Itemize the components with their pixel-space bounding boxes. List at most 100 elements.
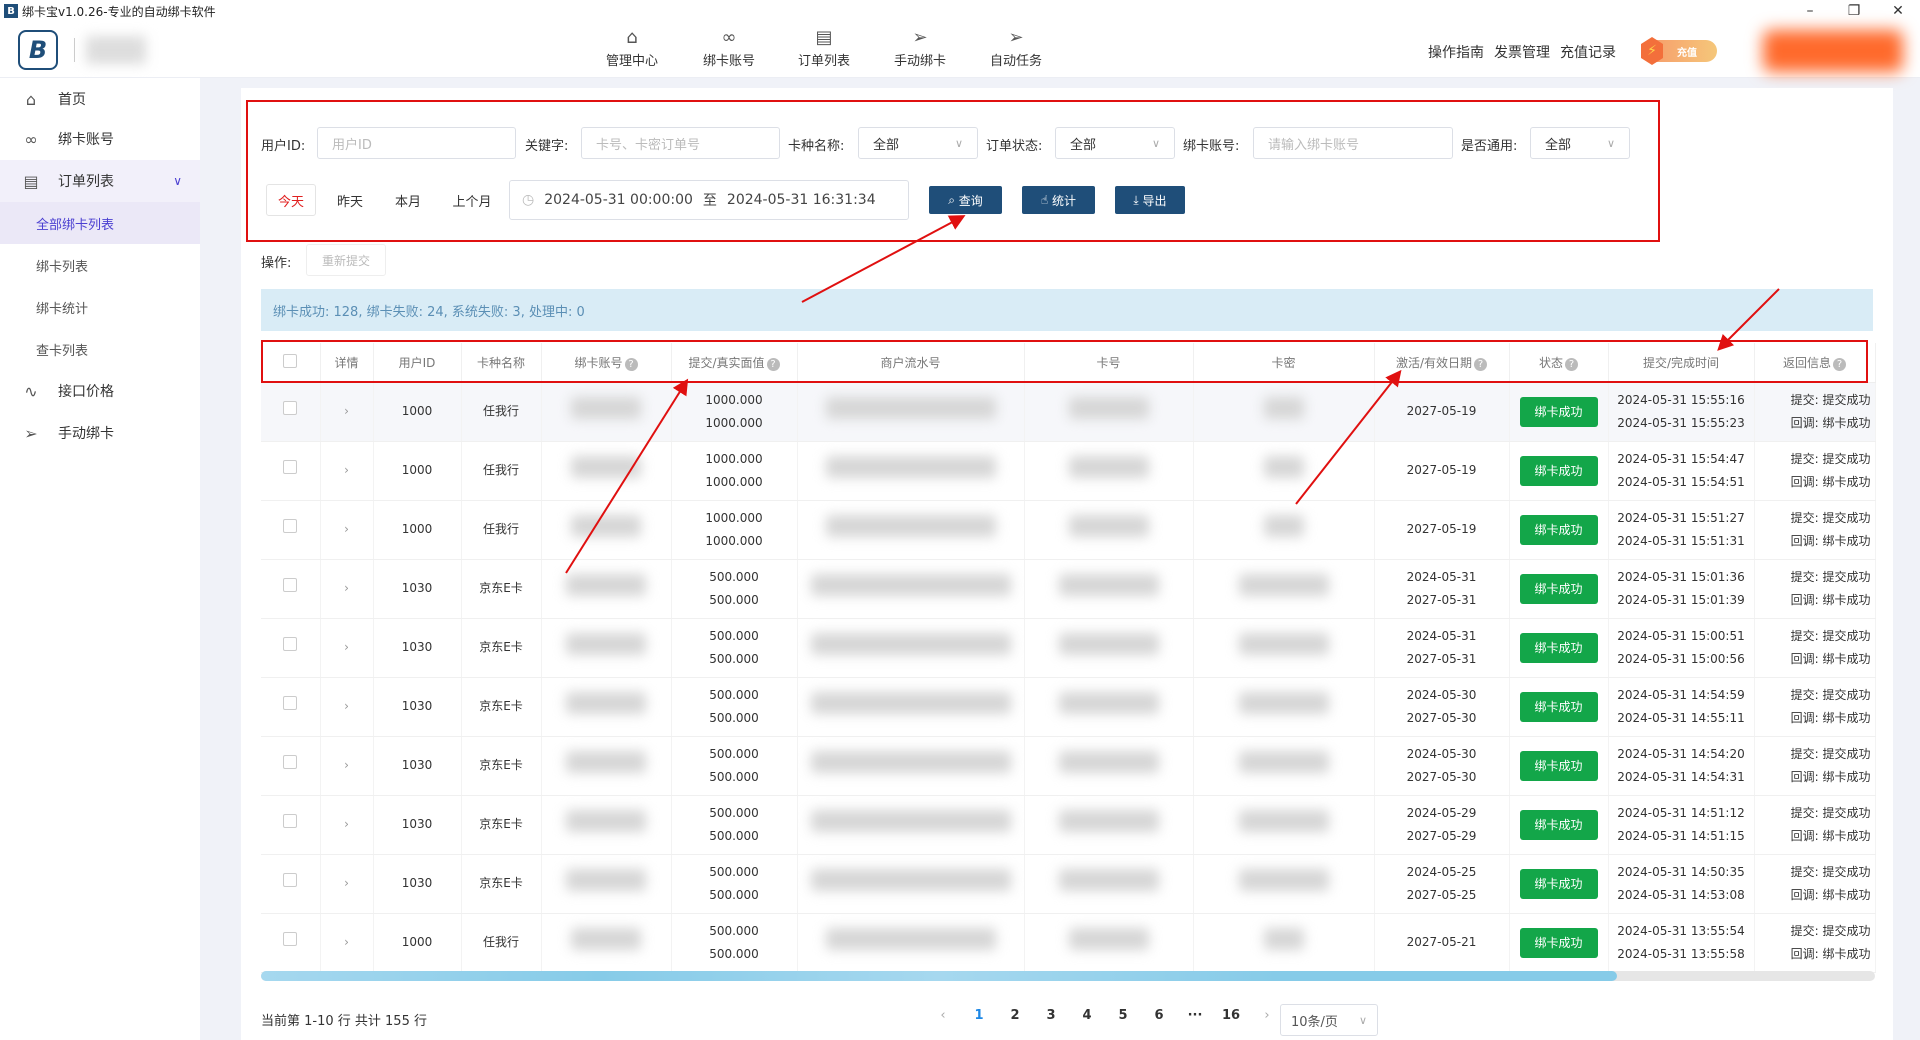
date-start[interactable]: 2024-05-31 00:00:00 bbox=[544, 192, 693, 208]
user-account-blurred[interactable] bbox=[1763, 30, 1903, 72]
topnav-item[interactable]: ➢ 手动绑卡 bbox=[880, 26, 960, 69]
sidebar-item[interactable]: ▤ 订单列表 ∨ bbox=[0, 160, 200, 202]
expand-chevron-icon[interactable]: › bbox=[320, 382, 374, 442]
sidebar-item[interactable]: ∿ 接口价格 bbox=[0, 370, 200, 412]
expand-chevron-icon[interactable]: › bbox=[320, 795, 374, 855]
row-checkbox[interactable] bbox=[283, 519, 298, 533]
help-icon[interactable]: ? bbox=[1565, 357, 1578, 371]
bind-account-input[interactable]: 请输入绑卡账号 bbox=[1253, 127, 1453, 159]
page-button[interactable]: 5 bbox=[1118, 1008, 1128, 1023]
link-recharge-records[interactable]: 充值记录 bbox=[1560, 45, 1616, 61]
topnav-item[interactable]: ▤ 订单列表 bbox=[784, 26, 864, 69]
help-icon[interactable]: ? bbox=[766, 357, 780, 371]
table-row[interactable]: › 1030 京东E卡 500.000 500.000 2024-05-31 202… bbox=[261, 618, 1876, 678]
user-id-input[interactable]: 用户ID bbox=[317, 127, 516, 159]
topnav-item[interactable]: ∞ 绑卡账号 bbox=[689, 26, 769, 69]
scrollbar-thumb[interactable] bbox=[261, 971, 1617, 981]
return-info-cell: 提交: 提交成功 回调: 绑卡成功 bbox=[1754, 618, 1876, 678]
chevron-down-icon: ∨ bbox=[173, 174, 182, 188]
horizontal-scrollbar[interactable] bbox=[261, 971, 1875, 981]
help-icon[interactable]: ? bbox=[1833, 357, 1846, 371]
quick-today[interactable]: 今天 bbox=[266, 184, 316, 216]
date-range-picker[interactable]: ◷ 2024-05-31 00:00:00 至 2024-05-31 16:31… bbox=[509, 180, 909, 220]
quick-yesterday[interactable]: 昨天 bbox=[336, 194, 363, 210]
topnav-label: 订单列表 bbox=[797, 54, 850, 69]
sidebar-item[interactable]: ➢ 手动绑卡 bbox=[0, 412, 200, 454]
table-row[interactable]: › 1000 任我行 1000.000 1000.000 2027-05-19 绑… bbox=[261, 382, 1876, 442]
table-row[interactable]: › 1000 任我行 1000.000 1000.000 2027-05-19 绑… bbox=[261, 441, 1876, 501]
table-row[interactable]: › 1030 京东E卡 500.000 500.000 2024-05-31 202… bbox=[261, 559, 1876, 619]
expand-chevron-icon[interactable]: › bbox=[320, 441, 374, 501]
real-value: 500.000 bbox=[709, 946, 759, 961]
expand-chevron-icon[interactable]: › bbox=[320, 854, 374, 914]
table-row[interactable]: › 1030 京东E卡 500.000 500.000 2024-05-29 202… bbox=[261, 795, 1876, 855]
sidebar-item[interactable]: ∞ 绑卡账号 bbox=[0, 118, 200, 160]
expand-chevron-icon[interactable]: › bbox=[320, 677, 374, 737]
expand-chevron-icon[interactable]: › bbox=[320, 618, 374, 678]
query-button[interactable]: ⌕ 查询 bbox=[929, 186, 1002, 214]
date-end[interactable]: 2024-05-31 16:31:34 bbox=[726, 192, 876, 208]
recharge-button[interactable]: ⚡ 充值 bbox=[1641, 37, 1717, 65]
row-checkbox[interactable] bbox=[283, 401, 298, 415]
row-checkbox[interactable] bbox=[283, 696, 298, 710]
sidebar-item[interactable]: ⌂ 首页 bbox=[0, 78, 200, 120]
topnav-item[interactable]: ➢ 自动任务 bbox=[976, 26, 1056, 69]
row-checkbox[interactable] bbox=[283, 755, 298, 769]
page-button[interactable]: 1 bbox=[974, 1008, 984, 1023]
row-checkbox[interactable] bbox=[283, 637, 298, 651]
stats-button[interactable]: ☝ 统计 bbox=[1022, 186, 1095, 214]
card-number-cell bbox=[1024, 382, 1194, 442]
is-general-select[interactable]: 全部 ∨ bbox=[1530, 127, 1630, 159]
table-row[interactable]: › 1000 任我行 1000.000 1000.000 2027-05-19 绑… bbox=[261, 500, 1876, 560]
page-button[interactable]: 4 bbox=[1082, 1008, 1092, 1023]
table-row[interactable]: › 1030 京东E卡 500.000 500.000 2024-05-30 202… bbox=[261, 677, 1876, 737]
keyword-input[interactable]: 卡号、卡密订单号 bbox=[581, 127, 780, 159]
order-status-select[interactable]: 全部 ∨ bbox=[1055, 127, 1175, 159]
table-row[interactable]: › 1000 任我行 500.000 500.000 2027-05-21 绑卡成… bbox=[261, 913, 1876, 973]
row-checkbox[interactable] bbox=[283, 814, 298, 828]
expand-chevron-icon[interactable]: › bbox=[320, 913, 374, 973]
next-page-icon[interactable]: › bbox=[1264, 1008, 1270, 1023]
date-value: 2024-05-25 bbox=[1406, 864, 1477, 879]
row-checkbox[interactable] bbox=[283, 578, 298, 592]
page-button[interactable]: ··· bbox=[1187, 1008, 1203, 1023]
expand-chevron-icon[interactable]: › bbox=[320, 559, 374, 619]
page-button[interactable]: 3 bbox=[1046, 1008, 1056, 1023]
expand-chevron-icon[interactable]: › bbox=[320, 500, 374, 560]
topnav-item[interactable]: ⌂ 管理中心 bbox=[592, 26, 672, 69]
logo[interactable]: B bbox=[18, 30, 58, 70]
select-all-checkbox[interactable] bbox=[283, 353, 298, 368]
row-checkbox[interactable] bbox=[283, 460, 298, 474]
sidebar-item[interactable]: 绑卡列表 bbox=[0, 244, 200, 286]
expand-chevron-icon[interactable]: › bbox=[320, 736, 374, 796]
table-row[interactable]: › 1030 京东E卡 500.000 500.000 2024-05-30 202… bbox=[261, 736, 1876, 796]
resubmit-button[interactable]: 重新提交 bbox=[306, 244, 386, 276]
redacted-value bbox=[1238, 868, 1329, 891]
sidebar-item[interactable]: 查卡列表 bbox=[0, 328, 200, 370]
status-badge: 绑卡成功 bbox=[1519, 691, 1598, 722]
quick-this-month[interactable]: 本月 bbox=[394, 194, 421, 210]
page-button[interactable]: 2 bbox=[1010, 1008, 1020, 1023]
row-checkbox[interactable] bbox=[283, 932, 298, 946]
row-checkbox[interactable] bbox=[283, 873, 298, 887]
prev-page-icon[interactable]: ‹ bbox=[940, 1008, 946, 1023]
sidebar-item[interactable]: 全部绑卡列表 bbox=[0, 202, 200, 244]
card-type-select[interactable]: 全部 ∨ bbox=[858, 127, 978, 159]
minimize-button[interactable]: – bbox=[1806, 3, 1814, 19]
link-invoice[interactable]: 发票管理 bbox=[1494, 45, 1550, 61]
sidebar-item[interactable]: 绑卡统计 bbox=[0, 286, 200, 328]
page-button[interactable]: 6 bbox=[1154, 1008, 1164, 1023]
table-row[interactable]: › 1030 京东E卡 500.000 500.000 2024-05-25 202… bbox=[261, 854, 1876, 914]
page-button[interactable]: 16 bbox=[1221, 1008, 1241, 1023]
close-button[interactable]: ✕ bbox=[1892, 3, 1904, 19]
link-guide[interactable]: 操作指南 bbox=[1428, 45, 1484, 61]
status-badge: 绑卡成功 bbox=[1519, 632, 1598, 663]
callback-result: 回调: 绑卡成功 bbox=[1790, 710, 1871, 725]
help-icon[interactable]: ? bbox=[1474, 357, 1488, 371]
quick-last-month[interactable]: 上个月 bbox=[452, 194, 492, 210]
page-size-select[interactable]: 10条/页 ∨ bbox=[1280, 1004, 1378, 1036]
restore-button[interactable]: ❐ bbox=[1847, 3, 1861, 19]
help-icon[interactable]: ? bbox=[624, 357, 638, 371]
export-button[interactable]: ⤓ 导出 bbox=[1115, 186, 1185, 214]
time-cell: 2024-05-31 14:54:20 2024-05-31 14:54:31 bbox=[1608, 736, 1755, 796]
